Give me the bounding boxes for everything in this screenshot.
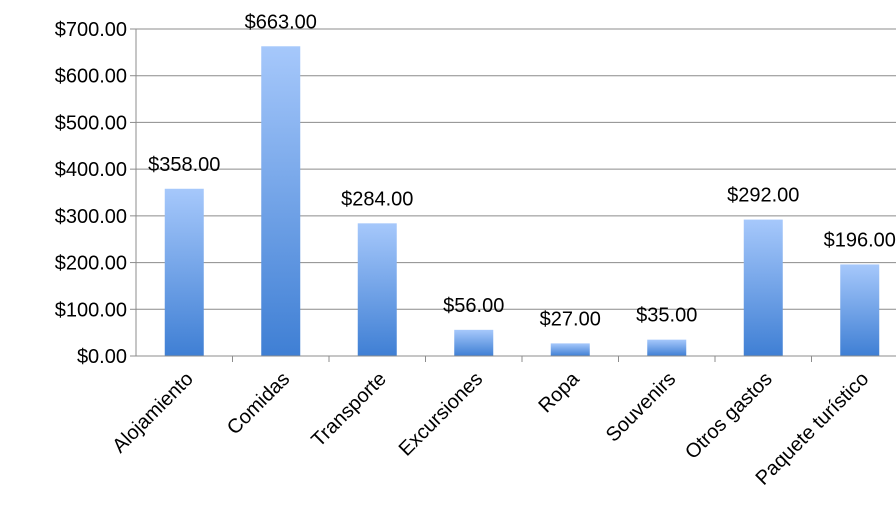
data-label: $284.00: [341, 188, 413, 210]
y-axis: $0.00 $100.00 $200.00 $300.00 $400.00 $500.00…: [55, 19, 137, 368]
data-label: $292.00: [727, 185, 799, 207]
x-tick-label: Transporte: [307, 368, 390, 451]
x-tick-label: Souvenirs: [602, 368, 680, 446]
bar: [550, 343, 590, 356]
y-tick-label: $200.00: [55, 253, 127, 275]
x-tick-label: Comidas: [223, 368, 294, 439]
x-tick-label: Otros gastos: [681, 368, 777, 464]
data-label: $663.00: [245, 11, 317, 33]
bar: [647, 339, 687, 356]
data-label: $196.00: [824, 229, 896, 251]
bar: [261, 46, 301, 356]
bar: [357, 223, 397, 356]
x-tick-label: Ropa: [534, 367, 584, 417]
y-tick-label: $0.00: [77, 346, 127, 368]
bar: [840, 264, 880, 356]
x-axis: Alojamiento Comidas Transporte Excursiones R…: [108, 355, 896, 490]
bars: $358.00 $663.00 $284.00 $56.00 $27.00 $35.00 $…: [148, 11, 896, 356]
bar: [743, 219, 783, 356]
y-tick-label: $100.00: [55, 299, 127, 321]
x-tick-label: Alojamiento: [108, 368, 197, 457]
y-tick-label: $300.00: [55, 206, 127, 228]
x-tick-label: Excursiones: [395, 368, 488, 461]
data-label: $56.00: [443, 295, 504, 317]
data-label: $27.00: [540, 308, 601, 330]
data-label: $358.00: [148, 154, 220, 176]
y-tick-label: $700.00: [55, 19, 127, 41]
y-tick-label: $500.00: [55, 112, 127, 134]
y-tick-label: $600.00: [55, 66, 127, 88]
y-tick-label: $400.00: [55, 159, 127, 181]
bar: [454, 329, 494, 356]
bar: [164, 188, 204, 356]
data-label: $35.00: [636, 305, 697, 327]
